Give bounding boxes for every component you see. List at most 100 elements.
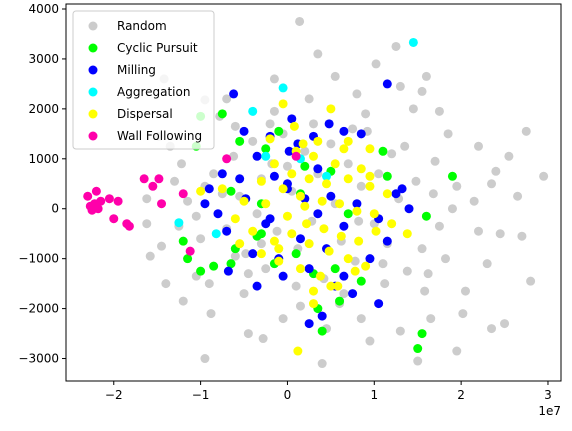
point-milling-34 (365, 254, 375, 264)
point-dispersal-16 (365, 181, 375, 191)
point-cyclic-pursuit-31 (256, 229, 266, 239)
point-dispersal-14 (322, 179, 332, 189)
point-cyclic-pursuit-14 (226, 259, 236, 269)
point-dispersal-20 (295, 191, 305, 201)
point-milling-35 (374, 299, 384, 309)
point-random-82 (441, 254, 450, 264)
point-random-69 (343, 159, 353, 169)
point-random-0 (295, 16, 305, 26)
point-dispersal-31 (336, 231, 346, 241)
point-random-81 (428, 189, 438, 199)
point-milling-10 (252, 151, 262, 161)
point-random-79 (411, 176, 421, 186)
point-dispersal-1 (326, 104, 336, 114)
point-dispersal-19 (278, 184, 288, 194)
point-wall-following-13 (148, 181, 158, 191)
point-dispersal-45 (315, 271, 325, 281)
point-cyclic-pursuit-30 (447, 171, 457, 181)
point-random-112 (196, 234, 206, 244)
point-milling-6 (339, 126, 349, 136)
point-random-29 (295, 301, 305, 311)
point-dispersal-17 (382, 189, 392, 199)
point-random-102 (278, 314, 288, 324)
point-milling-28 (223, 266, 233, 276)
point-random-107 (282, 161, 292, 171)
point-dispersal-60 (300, 201, 310, 211)
point-cyclic-pursuit-20 (330, 264, 340, 274)
point-cyclic-pursuit-2 (217, 109, 227, 119)
point-milling-44 (269, 171, 279, 181)
y-axis-ticks: −3000 −2000 −1000 0 1000 2000 3000 4000 (18, 2, 66, 366)
point-dispersal-0 (278, 99, 288, 109)
point-random-120 (204, 279, 214, 289)
x-tick-label: −1 (192, 388, 210, 402)
point-dispersal-8 (309, 151, 318, 161)
point-random-46 (191, 211, 201, 221)
point-dispersal-34 (230, 214, 240, 224)
point-milling-27 (397, 184, 407, 194)
legend-label: Dispersal (117, 107, 173, 121)
point-random-70 (350, 256, 360, 266)
point-random-115 (256, 239, 266, 249)
point-random-99 (504, 151, 514, 161)
point-wall-following-15 (154, 174, 164, 184)
point-random-12 (521, 126, 531, 136)
x-tick-label: 3 (544, 388, 552, 402)
point-random-32 (417, 244, 427, 254)
legend-items: Random Cyclic Pursuit Milling Aggregation Di… (88, 19, 202, 143)
point-random-21 (426, 314, 436, 324)
point-random-17 (526, 276, 536, 286)
point-dispersal-37 (287, 229, 297, 239)
point-dispersal-39 (324, 246, 334, 256)
point-cyclic-pursuit-12 (183, 254, 193, 264)
point-wall-following-6 (96, 196, 106, 206)
point-dispersal-13 (304, 174, 314, 184)
point-dispersal-52 (217, 184, 227, 194)
point-random-56 (261, 264, 271, 274)
point-milling-48 (295, 234, 305, 244)
point-random-85 (269, 74, 279, 84)
point-random-103 (222, 94, 232, 104)
point-random-50 (229, 151, 239, 161)
legend-label: Milling (117, 63, 156, 77)
point-wall-following-11 (124, 221, 134, 231)
point-cyclic-pursuit-27 (413, 344, 423, 354)
point-milling-40 (304, 319, 314, 329)
legend: Random Cyclic Pursuit Milling Aggregation Di… (72, 10, 215, 150)
point-milling-22 (339, 221, 349, 231)
point-milling-45 (313, 164, 323, 174)
point-random-22 (395, 326, 405, 336)
point-milling-11 (235, 174, 245, 184)
point-random-94 (365, 336, 375, 346)
point-random-104 (313, 49, 323, 59)
point-random-11 (491, 166, 501, 176)
point-milling-39 (317, 311, 327, 321)
point-random-10 (443, 129, 453, 139)
point-wall-following-17 (185, 246, 195, 256)
point-cyclic-pursuit-10 (226, 186, 236, 196)
point-cyclic-pursuit-22 (178, 236, 188, 246)
legend-marker (88, 109, 98, 119)
point-cyclic-pursuit-5 (274, 126, 284, 136)
point-cyclic-pursuit-7 (382, 171, 392, 181)
point-random-13 (539, 171, 549, 181)
x-tick-label: 2 (457, 388, 465, 402)
point-random-91 (206, 309, 216, 319)
point-cyclic-pursuit-28 (417, 329, 427, 339)
point-random-80 (420, 286, 430, 296)
y-tick-label: 2000 (28, 102, 59, 116)
point-random-124 (487, 179, 497, 189)
point-dispersal-22 (335, 199, 345, 209)
point-milling-7 (356, 129, 366, 139)
point-dispersal-49 (293, 346, 303, 356)
point-random-3 (230, 121, 240, 131)
y-tick-label: −1000 (18, 252, 59, 266)
point-wall-following-4 (91, 186, 101, 196)
legend-marker (88, 131, 98, 141)
point-random-23 (356, 314, 366, 324)
point-cyclic-pursuit-29 (421, 211, 431, 221)
point-dispersal-32 (354, 236, 364, 246)
point-random-111 (395, 81, 405, 91)
point-random-25 (243, 329, 253, 339)
point-milling-41 (348, 289, 358, 299)
